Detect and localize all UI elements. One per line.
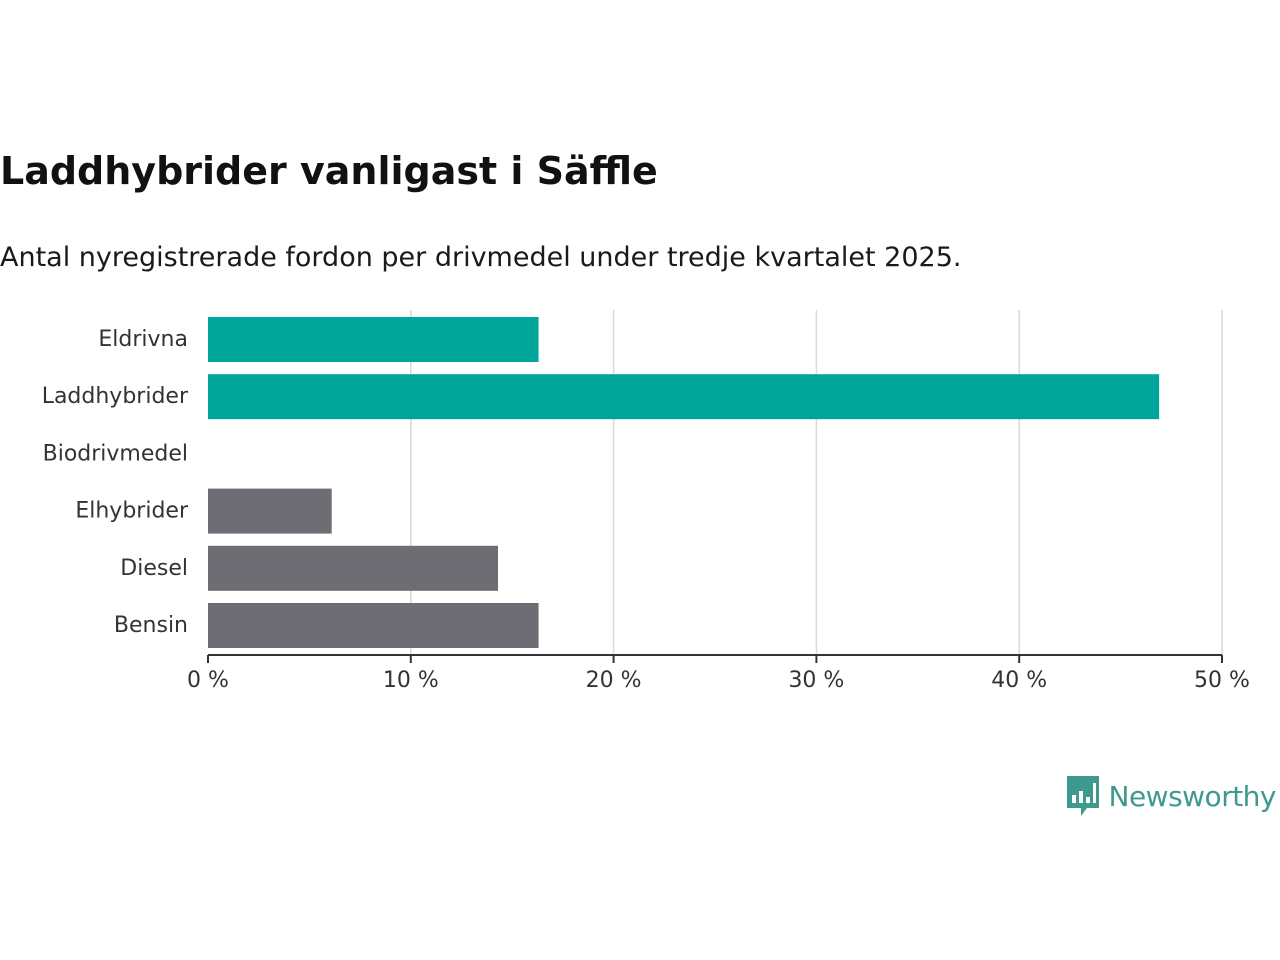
x-tick-label-1: 10 % <box>383 668 439 693</box>
bar-chart: Eldrivna Laddhybrider Biodrivmedel Elhybrid… <box>42 310 1250 693</box>
chart-title: Laddhybrider vanligast i Säffle <box>0 149 658 193</box>
category-label-elhybrider: Elhybrider <box>75 499 189 524</box>
x-tick-label-0: 0 % <box>187 668 229 693</box>
bar-diesel <box>208 545 499 591</box>
bar-chart-speech-bubble-icon <box>1066 776 1099 816</box>
x-tick-label-5: 50 % <box>1194 668 1250 693</box>
gridlines <box>410 310 1223 655</box>
x-tick-label-3: 30 % <box>788 668 844 693</box>
bar-laddhybrider <box>208 374 1160 420</box>
category-label-biodrivmedel: Biodrivmedel <box>43 441 188 466</box>
x-axis: 0 % 10 % 20 % 30 % 40 % 50 % <box>187 654 1250 693</box>
category-label-laddhybrider: Laddhybrider <box>42 384 189 409</box>
category-label-bensin: Bensin <box>114 613 188 638</box>
bar-bensin <box>208 603 539 648</box>
category-label-eldrivna: Eldrivna <box>98 327 188 352</box>
brand-name: Newsworthy <box>1108 779 1277 813</box>
brand-logo-group: Newsworthy <box>1065 774 1277 818</box>
category-label-diesel: Diesel <box>120 556 188 581</box>
bar-elhybrider <box>208 488 332 534</box>
x-tick-label-4: 40 % <box>991 668 1047 693</box>
x-tick-label-2: 20 % <box>586 668 642 693</box>
bar-eldrivna <box>208 317 539 362</box>
category-labels: Eldrivna Laddhybrider Biodrivmedel Elhybrid… <box>42 327 189 638</box>
bars <box>208 317 1160 648</box>
chart-subtitle: Antal nyregistrerade fordon per drivmede… <box>0 242 962 273</box>
